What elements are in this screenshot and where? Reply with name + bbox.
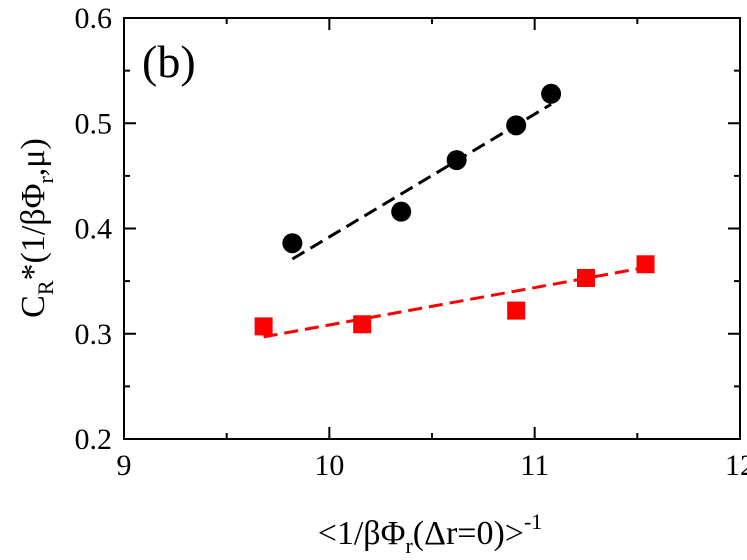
- x-tick-label: 12: [725, 449, 747, 482]
- axis-tick-labels: 9 10 11 12 0.2 0.3 0.4 0.5 0.6: [75, 2, 747, 482]
- data-point-square: [254, 317, 273, 336]
- y-axis-title-tail: ,μ): [15, 138, 52, 176]
- axis-ticks: [123, 17, 741, 440]
- y-axis-title-sub2: r: [33, 176, 58, 184]
- black-fit-line: [291, 103, 552, 261]
- data-point-square: [577, 268, 595, 287]
- x-axis-title-sup: -1: [524, 509, 542, 534]
- data-point-circle: [446, 150, 467, 171]
- data-point-circle: [391, 201, 412, 222]
- data-point-square: [507, 301, 526, 320]
- x-tick-label: 11: [520, 449, 549, 482]
- x-axis-title: <1/βΦr(Δr=0)>-1: [318, 509, 543, 558]
- panel-label: (b): [142, 36, 196, 87]
- y-tick-label: 0.6: [75, 2, 113, 35]
- data-point-square: [636, 255, 655, 274]
- y-tick-label: 0.5: [75, 107, 113, 140]
- y-axis-title-mid: *(1/βΦ: [15, 184, 52, 281]
- y-axis-title-base: C: [15, 295, 52, 318]
- x-axis-title-middle: (Δr=0)>: [413, 515, 524, 552]
- x-axis-title-sub: r: [405, 533, 413, 558]
- data-point-square: [353, 315, 372, 334]
- y-axis-title: CR*(1/βΦr,μ): [15, 138, 58, 318]
- data-markers: [254, 83, 655, 336]
- fit-lines: [263, 103, 646, 339]
- y-tick-label: 0.3: [75, 318, 113, 351]
- y-tick-label: 0.2: [75, 423, 113, 456]
- data-point-circle: [541, 83, 562, 104]
- x-tick-label: 9: [117, 449, 132, 482]
- data-point-circle: [282, 233, 303, 254]
- data-point-circle: [506, 115, 527, 136]
- y-axis-title-sub1: R: [33, 280, 58, 295]
- plot-frame: [123, 17, 741, 440]
- y-tick-label: 0.4: [75, 213, 113, 246]
- x-tick-label: 10: [314, 449, 344, 482]
- x-axis-title-prefix: <1/βΦ: [318, 515, 406, 552]
